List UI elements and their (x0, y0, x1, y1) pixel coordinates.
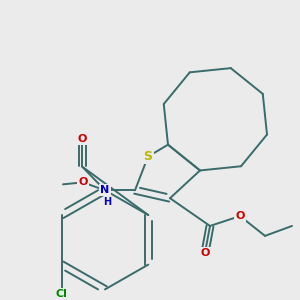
Text: O: O (77, 134, 87, 144)
Text: O: O (200, 248, 210, 258)
Text: O: O (235, 211, 245, 221)
Text: Cl: Cl (56, 289, 68, 299)
Text: N: N (100, 185, 109, 195)
Text: S: S (143, 150, 152, 163)
Text: H: H (103, 197, 111, 207)
Text: O: O (78, 177, 88, 188)
